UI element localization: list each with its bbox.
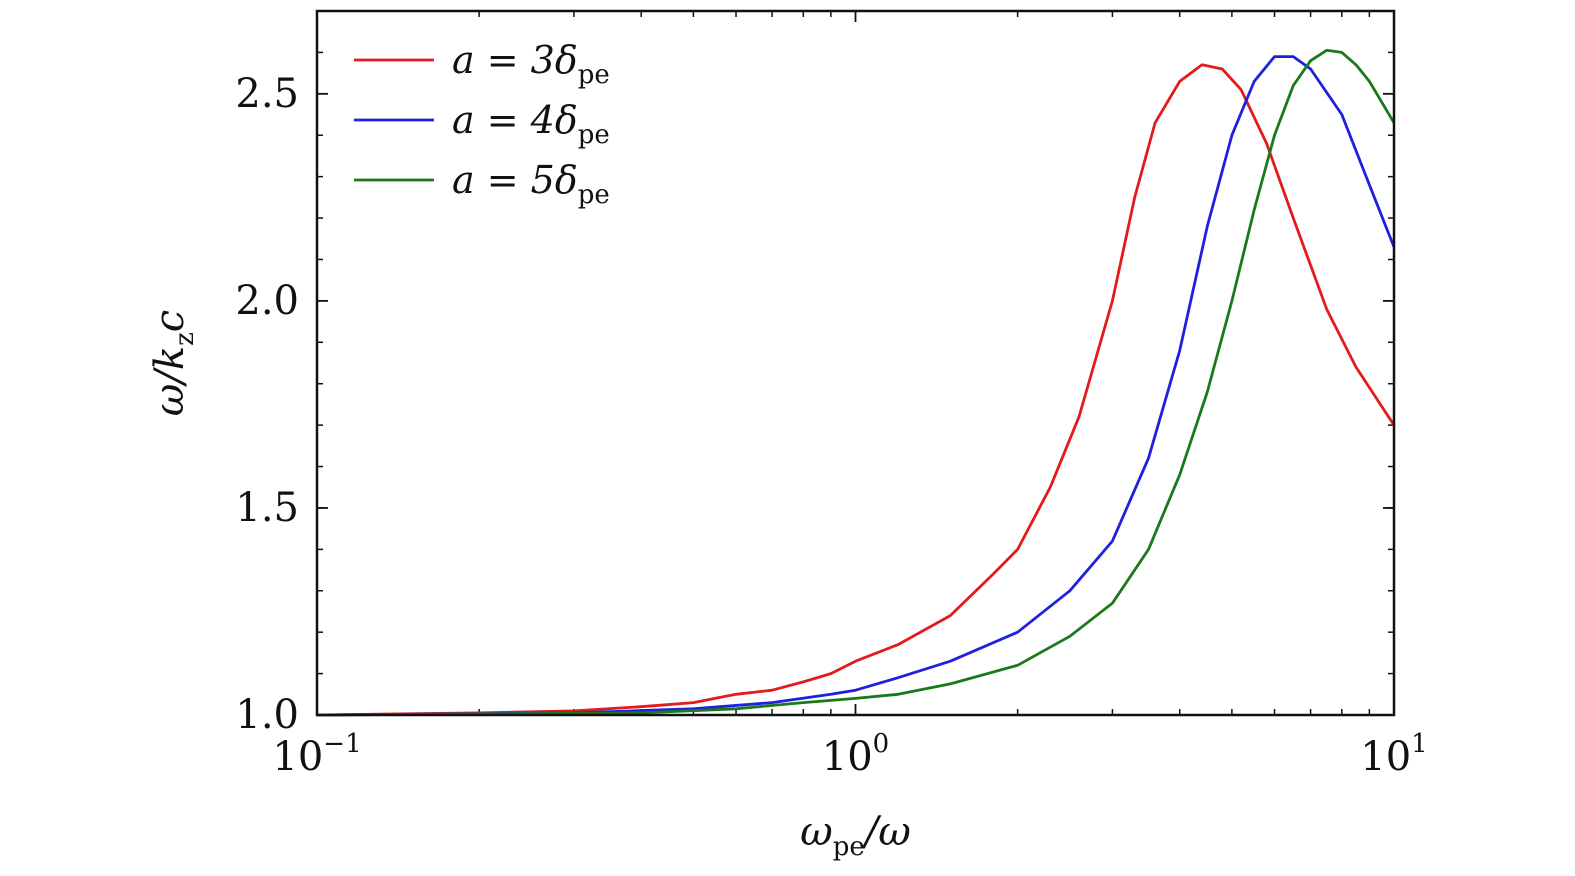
y-tick-label: 2.0	[235, 278, 299, 324]
series-line-1	[316, 63, 1396, 717]
x-tick-label: 101	[1360, 729, 1427, 780]
x-axis-label: ωpe/ω	[800, 809, 911, 862]
series-layer	[316, 48, 1396, 717]
legend: a = 3δpe a = 4δpe a = 5δpe	[354, 38, 610, 210]
x-tick-label: 10−1	[272, 729, 361, 780]
y-tick-label: 1.5	[235, 485, 299, 531]
y-tick-label: 1.0	[235, 692, 299, 738]
y-tick-label: 2.5	[235, 71, 299, 117]
legend-label-2: a = 4δpe	[452, 98, 610, 150]
legend-label-3: a = 5δpe	[452, 158, 610, 210]
series-line-3	[316, 48, 1396, 717]
legend-label-1: a = 3δpe	[452, 38, 610, 90]
x-tick-label: 100	[822, 729, 889, 780]
label-layer: 10−1 100 101 1.0 1.5 2.0 2.5 ωpe/ω ω/kzc	[147, 71, 1428, 862]
y-axis-label: ω/kzc	[147, 310, 200, 416]
plot-frame	[315, 9, 1396, 717]
series-line-2	[316, 55, 1396, 717]
